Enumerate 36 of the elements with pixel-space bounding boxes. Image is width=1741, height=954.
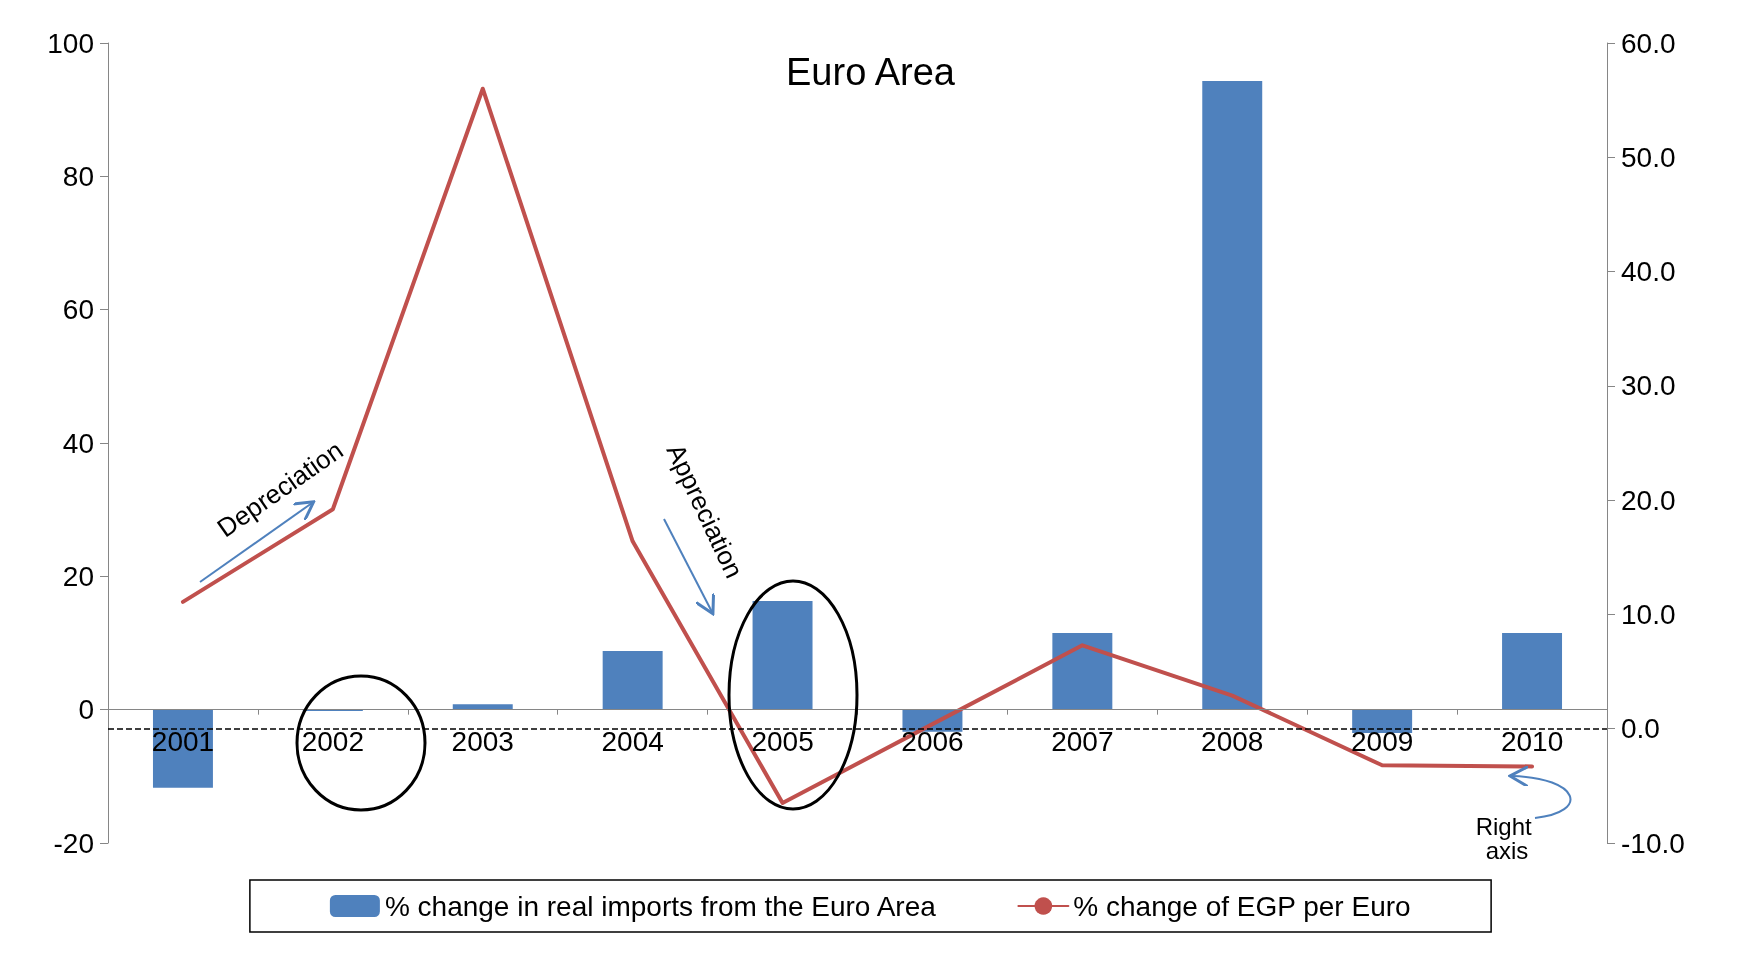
x-tick-label: 2007 bbox=[1051, 726, 1114, 758]
y2-tick-label: 20.0 bbox=[1621, 484, 1676, 516]
x-tick-label: 2006 bbox=[901, 726, 964, 758]
x-tick-label: 2005 bbox=[751, 726, 814, 758]
legend-label: % change of EGP per Euro bbox=[1073, 890, 1411, 922]
bar bbox=[1052, 633, 1113, 710]
bar bbox=[452, 704, 513, 710]
y2-tick-label: 10.0 bbox=[1621, 598, 1676, 630]
bar bbox=[602, 651, 663, 710]
bar bbox=[1502, 633, 1563, 710]
y2-tick-label: 50.0 bbox=[1621, 141, 1676, 173]
y-tick-label: 80 bbox=[62, 160, 94, 192]
x-tick-label: 2001 bbox=[151, 726, 215, 758]
y2-tick-label: 0.0 bbox=[1621, 713, 1660, 745]
x-tick-label: 2009 bbox=[1351, 726, 1414, 758]
y-tick-label: 60 bbox=[62, 294, 94, 326]
y-tick-label: 40 bbox=[62, 427, 94, 459]
legend-label: % change in real imports from the Euro Area bbox=[384, 890, 937, 922]
y-tick-label: -20 bbox=[53, 827, 94, 859]
y-tick-label: 0 bbox=[78, 694, 94, 726]
x-tick-label: 2008 bbox=[1201, 726, 1264, 758]
x-tick-label: 2002 bbox=[301, 726, 364, 758]
y2-tick-label: 30.0 bbox=[1621, 370, 1676, 402]
y2-tick-label: 40.0 bbox=[1621, 256, 1676, 288]
bar bbox=[1352, 709, 1413, 733]
x-tick-label: 2010 bbox=[1500, 726, 1564, 758]
y-tick-label: 100 bbox=[47, 27, 94, 59]
chart-title: Euro Area bbox=[786, 51, 956, 93]
y2-tick-label: -10.0 bbox=[1621, 827, 1685, 859]
bar bbox=[752, 601, 813, 710]
y2-tick-label: 60.0 bbox=[1621, 27, 1676, 59]
bar bbox=[1202, 81, 1263, 710]
y-tick-label: 20 bbox=[62, 560, 94, 592]
x-tick-label: 2003 bbox=[451, 726, 514, 758]
x-tick-label: 2004 bbox=[601, 726, 664, 758]
annotation: Right axis bbox=[1475, 812, 1539, 864]
